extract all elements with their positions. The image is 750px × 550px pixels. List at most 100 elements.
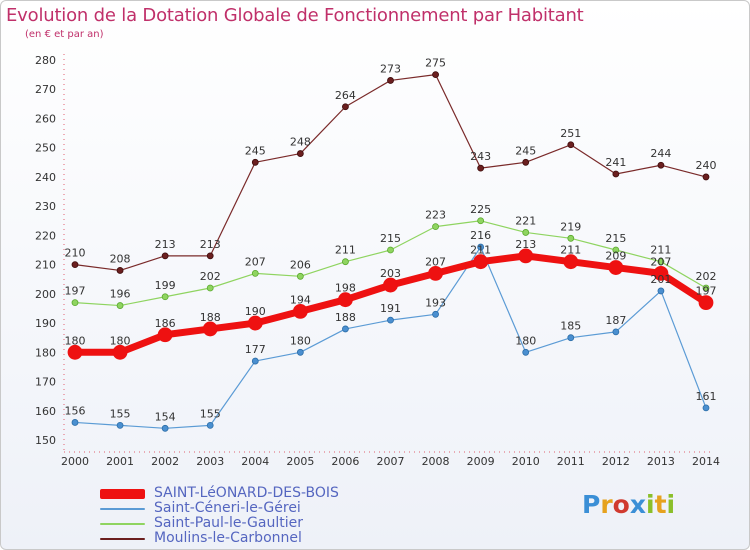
data-label: 196	[110, 288, 131, 301]
y-tick-label: 260	[35, 112, 56, 125]
x-tick-label: 2001	[106, 455, 134, 468]
data-label: 203	[380, 267, 401, 280]
data-label: 244	[650, 147, 671, 160]
x-tick-label: 2006	[331, 455, 359, 468]
data-label: 180	[110, 334, 131, 347]
data-label: 187	[605, 314, 626, 327]
data-point	[657, 258, 665, 266]
data-label: 245	[245, 144, 266, 157]
data-label: 193	[425, 296, 446, 309]
y-tick-label: 210	[35, 259, 56, 272]
y-tick-label: 200	[35, 288, 56, 301]
data-point	[567, 334, 575, 342]
data-label: 245	[515, 144, 536, 157]
data-point	[657, 287, 665, 295]
x-tick-label: 2013	[647, 455, 675, 468]
x-tick-label: 2008	[422, 455, 450, 468]
data-label: 180	[290, 334, 311, 347]
data-point	[702, 173, 710, 181]
data-point	[387, 246, 394, 254]
x-tick-label: 2007	[377, 455, 405, 468]
data-point	[338, 292, 353, 308]
data-label: 154	[155, 410, 176, 423]
logo-letter: P	[582, 490, 601, 519]
y-tick-label: 270	[35, 83, 56, 96]
legend-swatch	[100, 507, 145, 510]
y-tick-label: 240	[35, 171, 56, 184]
data-label: 185	[560, 320, 581, 333]
logo-letter: i	[666, 490, 676, 519]
data-point	[296, 150, 304, 157]
data-label: 243	[470, 150, 491, 163]
data-point	[342, 103, 349, 111]
data-point	[387, 77, 394, 84]
data-point	[698, 295, 714, 311]
legend-item: Saint-Céneri-le-Gérei	[100, 501, 339, 516]
data-label: 191	[380, 302, 401, 315]
data-point	[251, 357, 259, 365]
y-tick-label: 250	[35, 142, 56, 155]
data-point	[608, 260, 624, 275]
chart-subtitle: (en € et par an)	[25, 29, 104, 40]
data-label: 251	[560, 127, 581, 140]
data-point	[112, 344, 128, 360]
data-point	[522, 229, 530, 236]
y-tick-label: 230	[35, 200, 56, 213]
data-point	[612, 246, 620, 254]
legend-swatch	[100, 488, 145, 499]
data-label: 275	[425, 57, 446, 70]
data-point	[612, 170, 620, 178]
data-point	[342, 258, 349, 266]
data-point	[563, 254, 579, 270]
y-tick-label: 170	[35, 376, 56, 389]
data-point	[206, 421, 214, 429]
legend-item: SAINT-LéONARD-DES-BOIS	[100, 486, 339, 501]
data-point	[296, 348, 304, 356]
x-tick-label: 2005	[286, 455, 314, 468]
legend-label: Moulins-le-Carbonnel	[154, 530, 302, 546]
data-point	[428, 265, 443, 281]
x-tick-label: 2014	[692, 455, 720, 468]
data-point	[292, 303, 308, 319]
data-point	[296, 272, 304, 280]
legend-label: SAINT-LéONARD-DES-BOIS	[154, 485, 339, 501]
logo-letter: i	[646, 490, 655, 519]
data-label: 219	[560, 220, 581, 233]
data-point	[161, 252, 169, 260]
data-label: 211	[560, 244, 581, 257]
data-point	[116, 302, 124, 309]
data-label: 213	[155, 238, 176, 251]
x-tick-label: 2000	[61, 455, 89, 468]
data-label: 202	[696, 270, 717, 283]
x-tick-label: 2003	[196, 455, 224, 468]
data-point	[702, 404, 710, 412]
data-point	[251, 158, 259, 166]
logo-letter: r	[600, 490, 613, 519]
logo-letter: x	[629, 490, 646, 519]
data-label: 248	[290, 136, 311, 149]
y-tick-label: 220	[35, 229, 56, 242]
x-tick-label: 2012	[602, 455, 630, 468]
data-point	[522, 158, 530, 166]
data-label: 211	[470, 244, 491, 257]
x-tick-label: 2010	[512, 455, 540, 468]
data-label: 241	[605, 156, 626, 169]
data-point	[522, 348, 530, 356]
data-label: 180	[515, 334, 536, 347]
data-point	[387, 316, 394, 324]
data-point	[71, 299, 79, 307]
x-tick-label: 2002	[151, 455, 179, 468]
x-tick-label: 2004	[241, 455, 269, 468]
data-point	[702, 284, 710, 292]
data-label: 197	[65, 285, 86, 298]
legend-swatch	[100, 522, 145, 525]
chart-legend: SAINT-LéONARD-DES-BOIS Saint-Céneri-le-Gé…	[100, 486, 339, 546]
data-point	[477, 164, 485, 172]
data-point	[432, 71, 439, 79]
data-label: 177	[245, 343, 266, 356]
data-label: 201	[650, 273, 671, 286]
data-point	[383, 277, 398, 293]
legend-item: Moulins-le-Carbonnel	[100, 531, 339, 546]
